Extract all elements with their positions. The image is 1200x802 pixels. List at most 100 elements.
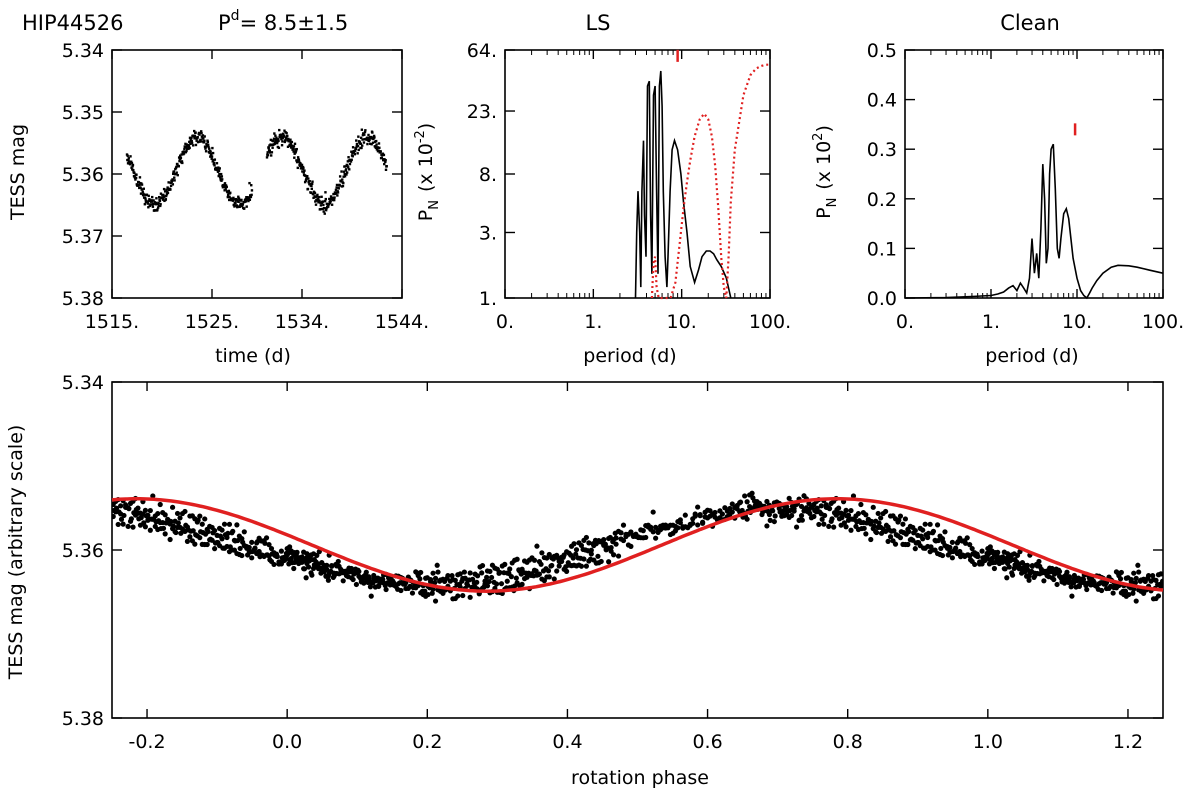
lc-point — [380, 156, 383, 159]
lc-point — [146, 202, 150, 205]
phase-point — [113, 509, 119, 515]
phase-point — [828, 518, 834, 524]
phase-point — [586, 540, 592, 546]
lc-ytick-label: 5.37 — [62, 226, 104, 248]
lc-point — [320, 195, 323, 198]
phase-point — [1145, 572, 1152, 579]
clean-xtick-label: 0. — [896, 311, 914, 333]
lc-point — [298, 160, 301, 163]
phase-point — [507, 566, 513, 572]
lc-point — [129, 155, 132, 158]
phase-point — [650, 529, 656, 535]
lc-point — [328, 197, 331, 201]
phase-point — [226, 521, 233, 527]
lc-point — [285, 137, 288, 140]
lc-point — [353, 153, 357, 156]
lc-point — [250, 189, 254, 192]
phase-point — [1079, 579, 1085, 585]
lc-point — [142, 187, 145, 190]
phase-point — [573, 551, 579, 557]
phase-point — [756, 502, 763, 509]
lc-point — [338, 184, 341, 187]
phase-point — [939, 552, 946, 559]
lc-point — [240, 198, 243, 202]
phase-point — [474, 579, 480, 585]
lc-point — [169, 188, 172, 191]
lc-point — [308, 183, 312, 186]
lc-point — [317, 195, 321, 199]
phase-point — [672, 528, 679, 534]
ls-ytick-label: 23. — [467, 101, 497, 123]
lc-point — [297, 158, 301, 162]
lc-point — [289, 142, 292, 145]
phase-point — [850, 493, 857, 499]
phase-point — [195, 517, 201, 523]
lc-point — [156, 208, 159, 211]
lc-point — [238, 205, 241, 209]
phase-point — [435, 569, 441, 575]
lc-point — [328, 201, 332, 205]
lc-point — [372, 134, 376, 138]
clean-xtick-label: 100. — [1142, 311, 1184, 333]
lc-point — [341, 178, 344, 181]
lc-point — [204, 147, 207, 150]
phase-point — [440, 576, 446, 582]
phase-point — [482, 578, 488, 584]
phase-point — [603, 545, 609, 551]
ls-ylabel-scale: (x 10 — [415, 143, 437, 192]
phase-ytick-label: 5.34 — [62, 372, 104, 394]
lc-points — [125, 128, 388, 215]
phase-point — [967, 553, 973, 559]
lc-point — [300, 163, 304, 167]
lc-point — [377, 142, 381, 145]
lc-point — [194, 143, 198, 147]
lc-point — [356, 152, 359, 155]
phase-point — [766, 511, 772, 518]
phase-point — [876, 520, 882, 526]
period-label: Pd= 8.5±1.5 — [218, 8, 348, 35]
phase-point — [413, 569, 419, 575]
phase-point — [873, 529, 879, 535]
phase-point — [1029, 563, 1035, 569]
phase-point — [504, 578, 510, 584]
lc-point — [217, 166, 220, 169]
lc-point — [175, 165, 178, 169]
lc-point — [305, 178, 308, 181]
period-symbol: P — [218, 11, 231, 35]
lc-point — [197, 140, 200, 144]
lc-point — [224, 188, 227, 191]
phase-point — [670, 522, 676, 528]
lc-point — [351, 151, 354, 155]
phase-point — [618, 536, 624, 542]
lc-point — [296, 159, 299, 162]
lc-point — [138, 186, 141, 190]
ls-ylabel-sub: N — [427, 200, 442, 210]
phase-fit-line — [111, 497, 1164, 593]
lc-point — [303, 169, 306, 172]
lc-point — [148, 198, 151, 201]
lc-xlabel: time (d) — [215, 345, 291, 367]
phase-point — [587, 556, 594, 562]
lc-point — [243, 207, 246, 210]
lc-point — [188, 136, 192, 139]
lc-point — [133, 171, 136, 175]
phase-point — [1086, 580, 1092, 586]
lc-point — [270, 143, 273, 147]
lc-point — [376, 147, 379, 151]
lc-point — [215, 162, 219, 165]
phase-point — [383, 586, 389, 593]
phase-point — [588, 551, 594, 557]
chart-marks: 1515. 1525. 1534. 1544. 5.34 5.35 5.36 5.37 5.38… — [62, 40, 1184, 753]
lc-point — [147, 199, 151, 203]
phase-point — [340, 578, 346, 584]
period-superscript: d — [231, 8, 240, 24]
lc-point — [290, 140, 294, 144]
lc-point — [232, 203, 235, 207]
lc-point — [202, 137, 205, 140]
lc-point — [210, 152, 213, 156]
lc-point — [302, 166, 305, 170]
lc-point — [165, 193, 169, 196]
phase-point — [504, 570, 510, 576]
lc-point — [361, 138, 364, 141]
lc-point — [272, 139, 275, 143]
